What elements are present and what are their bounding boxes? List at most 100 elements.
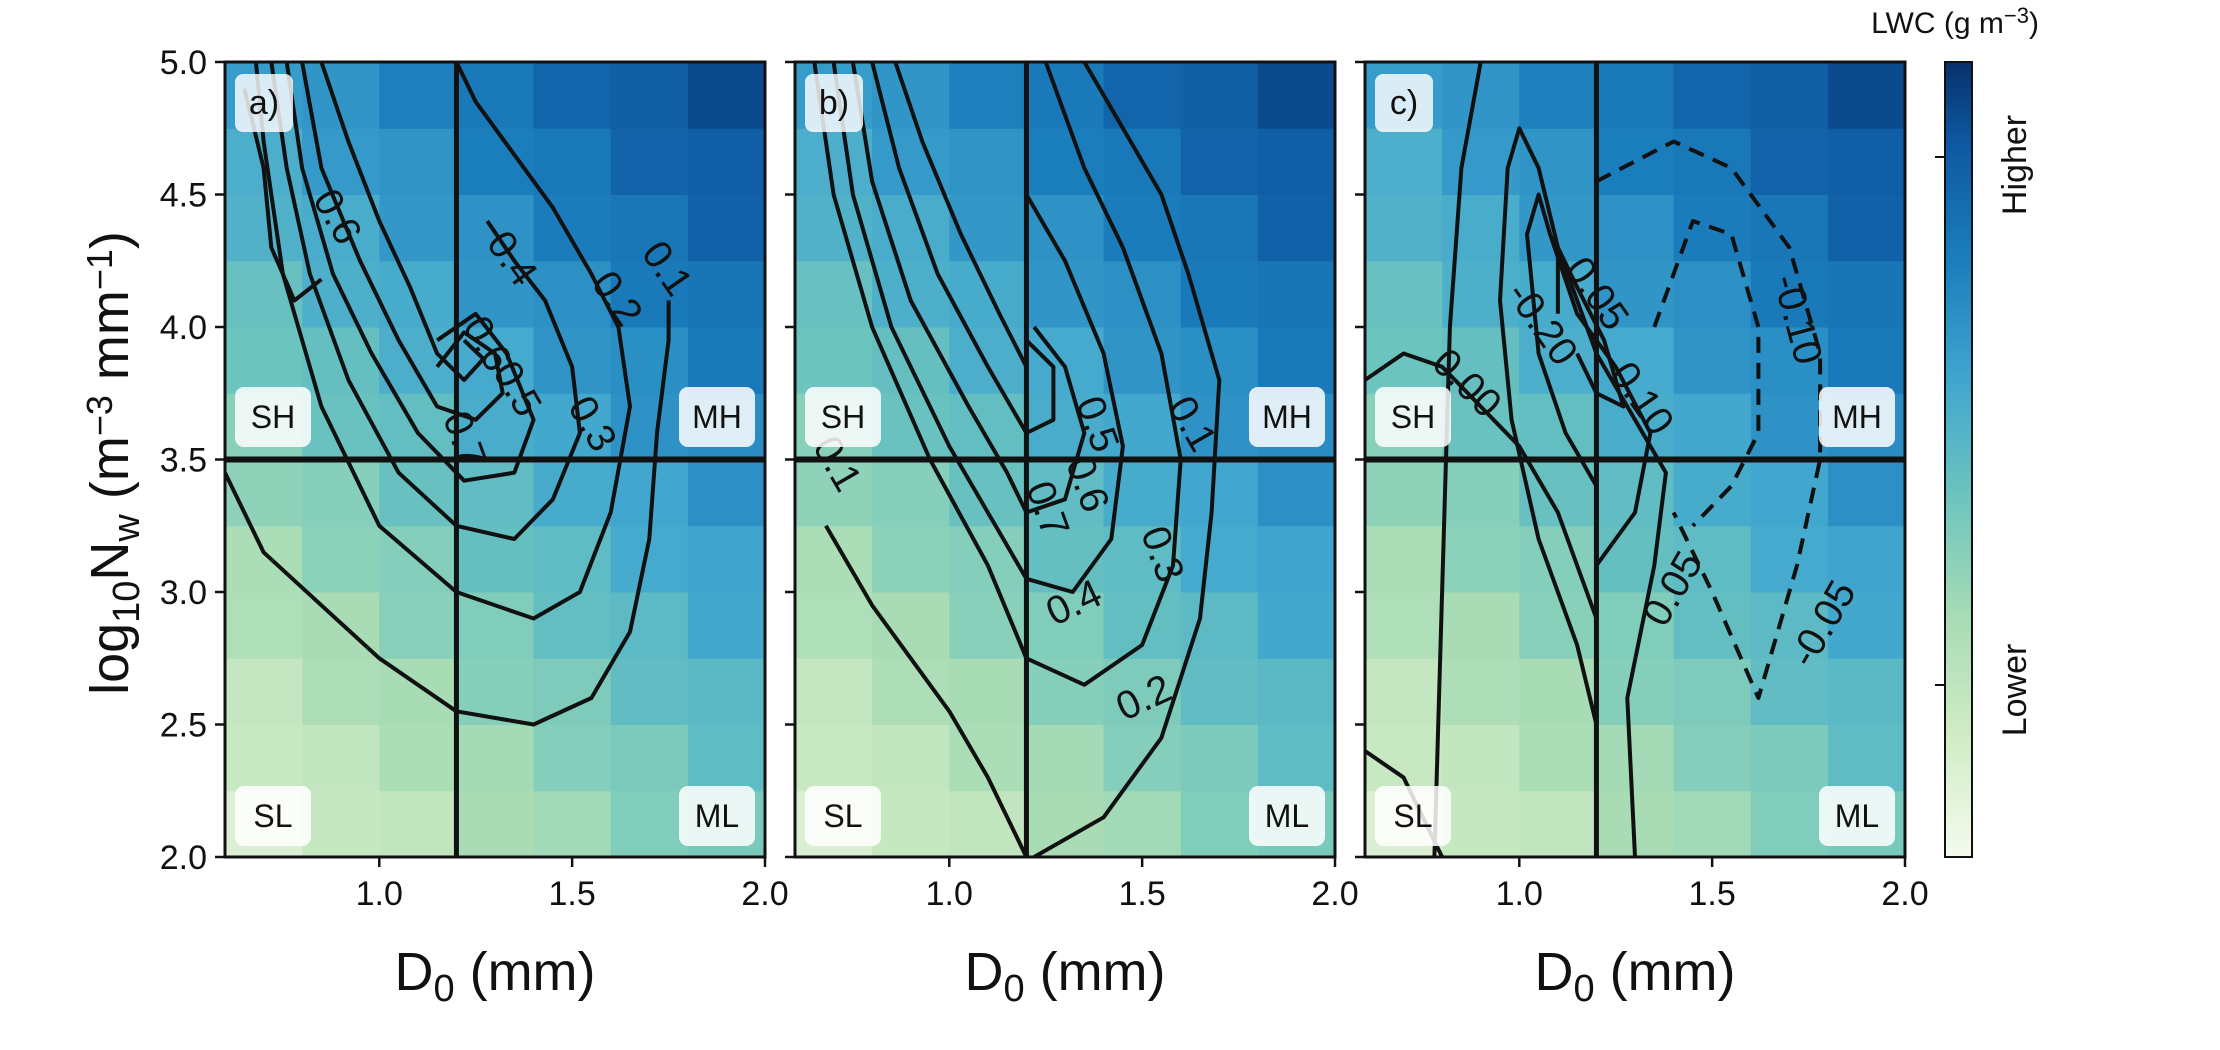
heatmap-cell bbox=[1180, 592, 1259, 659]
heatmap-cell bbox=[456, 194, 535, 262]
heatmap-cell bbox=[456, 724, 535, 792]
colorbar-low-label: Lower bbox=[1996, 644, 2034, 737]
heatmap-cell bbox=[225, 724, 303, 792]
x-tick-label: 1.0 bbox=[1496, 875, 1543, 913]
heatmap-cell bbox=[225, 327, 303, 394]
heatmap-cell bbox=[1519, 327, 1597, 394]
heatmap-cell bbox=[610, 658, 689, 725]
colorbar-title: LWC (g m−3) bbox=[1871, 3, 2039, 40]
heatmap-cell bbox=[949, 62, 1027, 129]
heatmap-cell bbox=[1827, 592, 1906, 659]
x-tick-label: 1.0 bbox=[926, 875, 973, 913]
heatmap-cell bbox=[1180, 194, 1259, 262]
heatmap-cell bbox=[1365, 658, 1443, 725]
heatmap-cell bbox=[872, 525, 950, 593]
heatmap-cell bbox=[949, 658, 1027, 725]
heatmap-cell bbox=[225, 658, 303, 725]
quadrant-text: MH bbox=[1832, 399, 1882, 435]
heatmap-cell bbox=[1442, 592, 1520, 659]
quadrant-text: MH bbox=[692, 399, 742, 435]
heatmap-cell bbox=[1257, 724, 1336, 792]
heatmap-cell bbox=[379, 260, 457, 328]
contour-line bbox=[319, 62, 486, 382]
heatmap-cell bbox=[1257, 525, 1336, 593]
quadrant-text: ML bbox=[1835, 798, 1879, 834]
y-tick-label: 4.5 bbox=[160, 177, 207, 215]
heatmap-cell bbox=[687, 194, 766, 262]
heatmap-cell bbox=[1673, 62, 1752, 129]
heatmap-cell bbox=[1673, 327, 1752, 394]
heatmap-cell bbox=[1519, 592, 1597, 659]
quadrant-label-sl: SL bbox=[235, 786, 311, 846]
contour-line bbox=[269, 62, 582, 541]
x-axis-label: D0 (mm) bbox=[394, 942, 595, 1010]
heatmap-cell bbox=[1596, 724, 1675, 792]
panel-letter: c) bbox=[1375, 74, 1433, 132]
contour-line bbox=[1033, 62, 1222, 857]
heatmap-cell bbox=[379, 393, 457, 460]
heatmap-cell bbox=[687, 327, 766, 394]
heatmap-cell bbox=[1519, 724, 1597, 792]
heatmap-cell bbox=[610, 790, 689, 858]
quadrant-label-mh: MH bbox=[1819, 387, 1895, 447]
heatmap-cell bbox=[379, 592, 457, 659]
heatmap-cell bbox=[1026, 658, 1105, 725]
heatmap-cell bbox=[1103, 327, 1182, 394]
heatmap-cell bbox=[1026, 194, 1105, 262]
quadrant-text: SL bbox=[1393, 798, 1432, 834]
panel-letter-text: c) bbox=[1390, 84, 1418, 122]
heatmap-cell bbox=[687, 724, 766, 792]
x-tick-label: 1.5 bbox=[1689, 875, 1736, 913]
heatmap-cell bbox=[1827, 724, 1906, 792]
heatmap-cell bbox=[949, 128, 1027, 195]
heatmap-cell bbox=[949, 790, 1027, 858]
heatmap-cell bbox=[302, 724, 380, 792]
heatmap-cell bbox=[949, 393, 1027, 460]
heatmap-cell bbox=[1026, 724, 1105, 792]
quadrant-text: MH bbox=[1262, 399, 1312, 435]
y-axis-label: log10Nw (m−3 mm−1) bbox=[79, 231, 149, 695]
heatmap-cell bbox=[1257, 658, 1336, 725]
heatmap-cell bbox=[610, 592, 689, 659]
x-tick-label: 1.5 bbox=[549, 875, 596, 913]
heatmap-cell bbox=[1442, 790, 1520, 858]
y-tick-label: 2.5 bbox=[160, 707, 207, 745]
heatmap-cell bbox=[302, 658, 380, 725]
heatmap-cell bbox=[687, 128, 766, 195]
heatmap-cell bbox=[533, 194, 612, 262]
contour-line bbox=[1652, 219, 1761, 528]
heatmap-cell bbox=[1673, 658, 1752, 725]
heatmap-cell bbox=[1026, 327, 1105, 394]
heatmap-cell bbox=[1827, 128, 1906, 195]
heatmap-cell bbox=[1596, 658, 1675, 725]
heatmap-cell bbox=[872, 393, 950, 460]
quadrant-label-sh: SH bbox=[1375, 387, 1451, 447]
heatmap-cell bbox=[456, 592, 535, 659]
heatmap-cell bbox=[1827, 194, 1906, 262]
heatmap-cell bbox=[225, 592, 303, 659]
heatmap-cell bbox=[1827, 260, 1906, 328]
heatmap-cell bbox=[687, 658, 766, 725]
quadrant-label-sh: SH bbox=[235, 387, 311, 447]
heatmap-cell bbox=[1365, 327, 1443, 394]
contour-line bbox=[831, 62, 1125, 594]
heatmap-cell bbox=[225, 194, 303, 262]
contour-line bbox=[253, 62, 632, 621]
heatmap-cell bbox=[1596, 128, 1675, 195]
panel-letter: b) bbox=[805, 74, 863, 132]
heatmap-cell bbox=[1673, 724, 1752, 792]
quadrant-text: ML bbox=[695, 798, 739, 834]
heatmap-cell bbox=[1596, 592, 1675, 659]
heatmap-cell bbox=[1673, 393, 1752, 460]
heatmap-cell bbox=[1442, 62, 1520, 129]
heatmap-cell bbox=[795, 194, 873, 262]
heatmap-cell bbox=[1596, 260, 1675, 328]
contour-line bbox=[1365, 351, 1599, 620]
contour-line bbox=[824, 524, 1029, 857]
heatmap-cell bbox=[379, 724, 457, 792]
x-tick-label: 1.0 bbox=[356, 875, 403, 913]
quadrant-text: SL bbox=[253, 798, 292, 834]
x-tick-label: 2.0 bbox=[1881, 875, 1928, 913]
